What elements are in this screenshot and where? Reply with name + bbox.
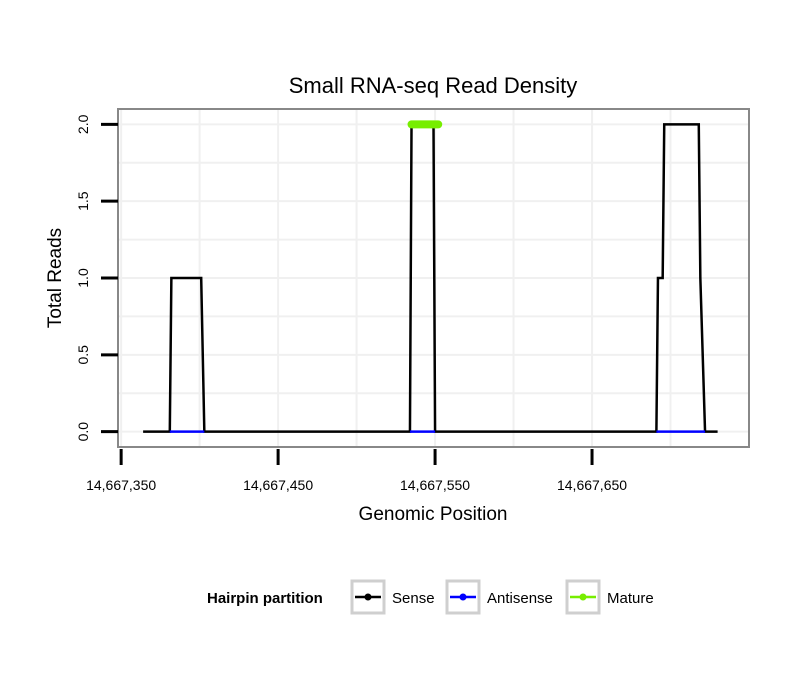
y-axis: 0.0 0.5 1.0 1.5 2.0	[75, 114, 118, 441]
legend: Hairpin partition Sense Antisense Mature	[207, 579, 654, 615]
x-tick-label: 14,667,550	[400, 477, 470, 493]
y-tick-label: 0.5	[75, 345, 91, 365]
y-tick-label: 1.5	[75, 191, 91, 211]
x-tick-label: 14,667,650	[557, 477, 627, 493]
series-layer	[143, 120, 718, 433]
legend-label-sense: Sense	[392, 590, 435, 607]
x-tick-label: 14,667,350	[86, 477, 156, 493]
legend-label-antisense: Antisense	[487, 590, 553, 607]
legend-key-dot	[459, 593, 467, 601]
y-axis-title: Total Reads	[45, 228, 66, 328]
y-tick-label: 1.0	[75, 268, 91, 288]
legend-title: Hairpin partition	[207, 590, 323, 607]
legend-key-dot	[364, 593, 372, 601]
y-tick-label: 2.0	[75, 114, 91, 134]
x-axis: 14,667,350 14,667,450 14,667,550 14,667,650	[86, 449, 627, 493]
chart-title: Small RNA-seq Read Density	[289, 73, 578, 98]
legend-key-dot	[579, 593, 587, 601]
legend-label-mature: Mature	[607, 590, 654, 607]
x-axis-title: Genomic Position	[359, 504, 508, 525]
x-tick-label: 14,667,450	[243, 477, 313, 493]
y-tick-label: 0.0	[75, 422, 91, 442]
